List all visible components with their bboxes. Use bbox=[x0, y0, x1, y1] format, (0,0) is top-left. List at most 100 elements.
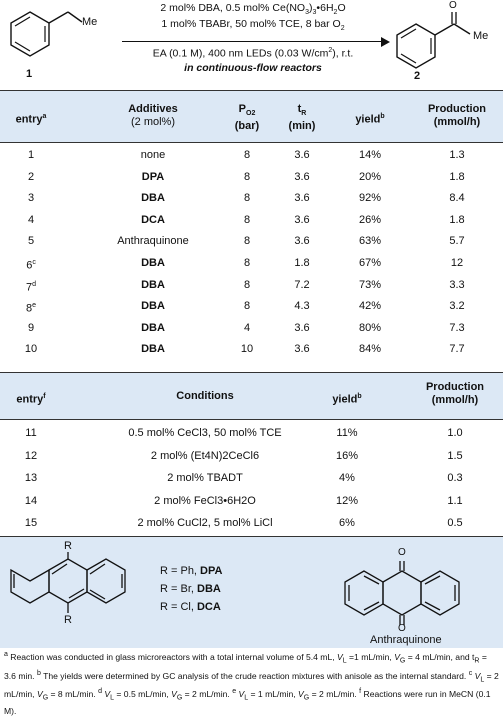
ethylbenzene-structure bbox=[10, 11, 83, 57]
table1-header-production: Production (mmol/h) bbox=[427, 103, 487, 128]
cell-production: 7.3 bbox=[414, 318, 500, 338]
reaction-arrow bbox=[122, 41, 384, 43]
cell-yield-text: 92% bbox=[358, 192, 382, 205]
table2-top-rule bbox=[0, 372, 503, 373]
cell-tr: 4.3 bbox=[282, 296, 322, 316]
cell-yield: 11% bbox=[336, 427, 358, 439]
cell-po2: 4 bbox=[225, 318, 269, 338]
cell-entry: 14 bbox=[24, 494, 38, 507]
cell-tr-text: 3.6 bbox=[294, 170, 310, 183]
table-row: 12 2 mol% (Et4N)2CeCl6 16% 1.5 bbox=[0, 446, 503, 466]
cell-production-text: 3.3 bbox=[449, 278, 465, 291]
cell-tr: 3.6 bbox=[282, 145, 322, 165]
cell-entry: 13 bbox=[24, 472, 38, 484]
cell-entry: 3 bbox=[8, 188, 54, 208]
cell-additive-text: DBA bbox=[141, 257, 165, 269]
cell-additive: DBA bbox=[92, 339, 214, 359]
table2-header-production: Production (mmol/h) bbox=[425, 381, 485, 406]
cell-conditions: 2 mol% CuCl2, 5 mol% LiCl bbox=[137, 517, 273, 529]
cell-additive: DBA bbox=[92, 318, 214, 338]
cell-additive-text: DBA bbox=[141, 278, 165, 291]
anthraquinone-o-top: O bbox=[398, 547, 406, 558]
cell-tr-text: 3.6 bbox=[294, 213, 310, 226]
cell-po2: 8 bbox=[225, 253, 269, 273]
table2-header-yield: yieldb bbox=[332, 393, 362, 406]
cell-production: 1.0 bbox=[447, 427, 463, 439]
cell-additive: Anthraquinone bbox=[92, 231, 214, 251]
cell-tr-text: 3.6 bbox=[294, 192, 310, 205]
cell-production-text: 1.8 bbox=[449, 170, 465, 183]
product-oxygen-label: O bbox=[449, 0, 457, 11]
cell-conditions: 2 mol% (Et4N)2CeCl6 bbox=[150, 449, 260, 462]
cell-additive: DBA bbox=[92, 253, 214, 273]
conditions-line-3: EA (0.1 M), 400 nm LEDs (0.03 W/cm2), r.… bbox=[152, 47, 354, 60]
cell-po2-text: 8 bbox=[243, 170, 251, 183]
conditions-line-1: 2 mol% DBA, 0.5 mol% Ce(NO3)3•6H2O bbox=[160, 2, 346, 17]
table1-header-additives: Additives (2 mol%) bbox=[128, 103, 178, 128]
conditions-line-4: in continuous-flow reactors bbox=[184, 62, 322, 74]
cell-entry-text: 1 bbox=[27, 149, 35, 161]
cell-additive: DBA bbox=[92, 296, 214, 316]
cell-entry: 12 bbox=[24, 449, 38, 462]
cell-additive-text: DCA bbox=[141, 213, 165, 226]
cell-yield-text: 26% bbox=[358, 213, 382, 226]
cell-yield: 73% bbox=[340, 275, 400, 295]
cell-tr: 3.6 bbox=[282, 210, 322, 230]
cell-tr: 3.6 bbox=[282, 231, 322, 251]
cell-entry-text: 3 bbox=[27, 192, 35, 205]
cell-entry-text: 7 bbox=[25, 281, 33, 294]
cell-production-text: 7.3 bbox=[449, 321, 465, 334]
cell-additive-text: Anthraquinone bbox=[117, 235, 189, 248]
cell-po2: 8 bbox=[225, 210, 269, 230]
cell-po2: 10 bbox=[225, 339, 269, 359]
cell-production: 3.3 bbox=[414, 275, 500, 295]
cell-po2: 8 bbox=[225, 275, 269, 295]
cell-production: 1.8 bbox=[414, 167, 500, 187]
cell-yield: 80% bbox=[340, 318, 400, 338]
cell-yield-text: 67% bbox=[358, 257, 382, 269]
cell-additive: DCA bbox=[92, 210, 214, 230]
cell-yield-text: 73% bbox=[358, 278, 382, 291]
table-row: 2 DPA 8 3.6 20% 1.8 bbox=[0, 167, 503, 187]
table-row: 8e DBA 8 4.3 42% 3.2 bbox=[0, 296, 503, 316]
cell-tr-text: 4.3 bbox=[294, 300, 310, 313]
cell-po2: 8 bbox=[225, 188, 269, 208]
cell-po2: 8 bbox=[225, 145, 269, 165]
cell-yield: 26% bbox=[340, 210, 400, 230]
cell-yield: 63% bbox=[340, 231, 400, 251]
table1-header-rule bbox=[0, 142, 503, 143]
table-row: 13 2 mol% TBADT 4% 0.3 bbox=[0, 468, 503, 488]
cell-po2: 8 bbox=[225, 296, 269, 316]
cell-entry-text: 2 bbox=[27, 170, 35, 183]
anthracene-structure bbox=[10, 552, 126, 613]
cell-production: 1.8 bbox=[414, 210, 500, 230]
cell-production: 7.7 bbox=[414, 339, 500, 359]
table-row: 10 DBA 10 3.6 84% 7.7 bbox=[0, 339, 503, 359]
cell-additive-text: DPA bbox=[141, 170, 165, 183]
table1-header-band bbox=[0, 90, 503, 142]
cell-production-text: 12 bbox=[450, 257, 464, 269]
cell-production-text: 1.3 bbox=[449, 149, 465, 161]
reaction-scheme: Me 1 2 mol% DBA, 0.5 mol% Ce(NO3)3•6H2O … bbox=[0, 0, 503, 86]
table1-header-yield: yieldb bbox=[355, 113, 385, 126]
cell-po2-text: 8 bbox=[243, 300, 251, 313]
cell-yield: 67% bbox=[340, 253, 400, 273]
cell-additive: none bbox=[92, 145, 214, 165]
cell-entry-text: 4 bbox=[27, 213, 35, 226]
table2-header-band bbox=[0, 373, 503, 419]
table1-header-po2: PO2 (bar) bbox=[234, 103, 260, 133]
cell-entry: 8e bbox=[8, 296, 54, 316]
table-row: 1 none 8 3.6 14% 1.3 bbox=[0, 145, 503, 165]
cell-additive-text: DBA bbox=[141, 300, 165, 313]
cell-po2-text: 8 bbox=[243, 192, 251, 205]
cell-conditions: 2 mol% FeCl3•6H2O bbox=[154, 494, 256, 507]
cell-production: 12 bbox=[414, 253, 500, 273]
cell-entry: 11 bbox=[25, 427, 37, 439]
cell-production-text: 1.8 bbox=[449, 213, 465, 226]
entry-footnote-mark: d bbox=[32, 280, 37, 288]
cell-po2-text: 8 bbox=[243, 278, 251, 291]
table1-header-tr: tR (min) bbox=[288, 103, 316, 133]
cell-entry-text: 5 bbox=[27, 235, 35, 248]
table2-header-entry: entryf bbox=[16, 393, 46, 406]
cell-yield: 4% bbox=[339, 472, 355, 484]
